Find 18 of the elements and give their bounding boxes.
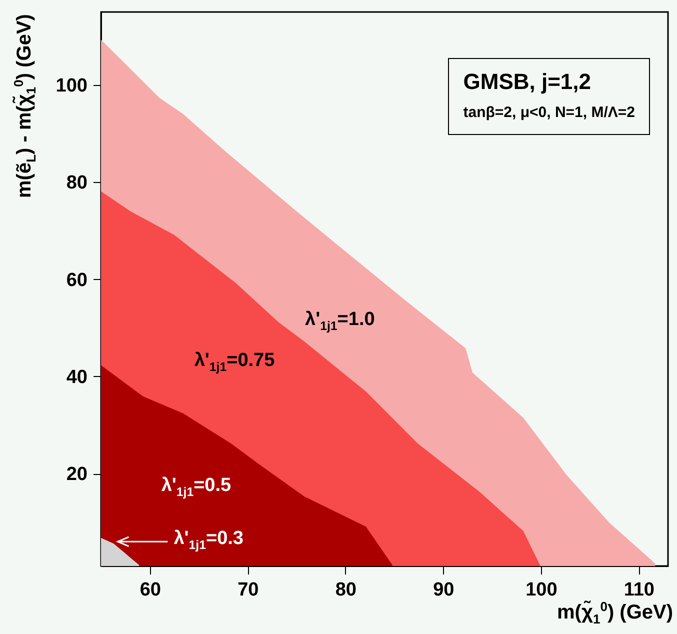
x-tick-label: 60	[140, 580, 161, 600]
y-tick-label: 40	[66, 366, 88, 388]
annotation: GMSB, j=1,2	[463, 69, 592, 94]
y-tick-label: 20	[66, 464, 88, 486]
x-tick-label: 100	[526, 580, 558, 600]
x-axis-title: m(χ̃$_{1}$$^{0}$) (GeV)	[557, 599, 673, 627]
x-tick-label: 80	[335, 580, 356, 600]
series-label: λ'$_{1j1}$=0.75	[194, 350, 275, 374]
series-label: λ'$_{1j1}$=1.0	[305, 309, 375, 333]
y-tick-label: 60	[66, 270, 88, 291]
x-tick-label: 90	[433, 580, 454, 600]
x-tick-label: 70	[238, 580, 259, 600]
series-label: λ'$_{1j1}$=0.3	[174, 528, 244, 552]
x-tick-label: 110	[624, 580, 654, 600]
series-label: λ'$_{1j1}$=0.5	[161, 474, 232, 499]
y-tick-label: 80	[66, 172, 88, 194]
y-tick-label: 100	[56, 75, 88, 96]
annotation: tanβ=2, μ<0, N=1, M/Λ=2	[463, 104, 635, 121]
